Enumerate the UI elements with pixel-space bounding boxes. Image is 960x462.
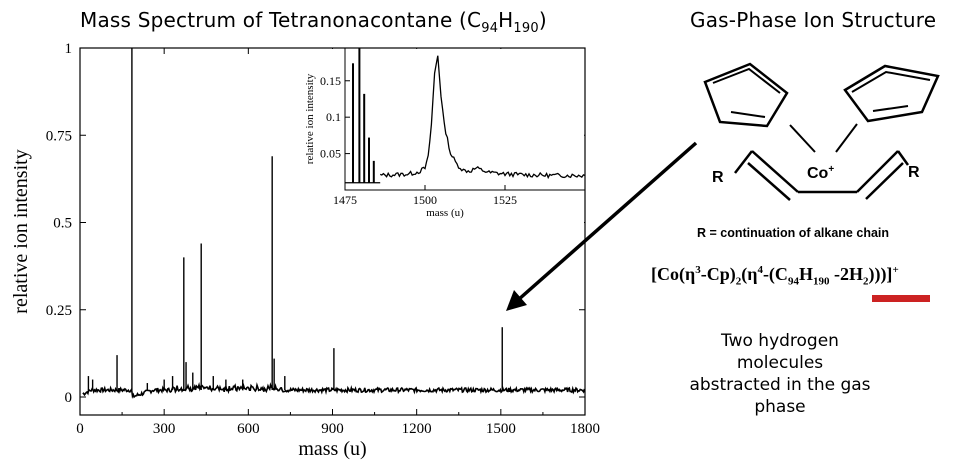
inset-y-axis-label: relative ion intensity: [304, 73, 316, 164]
main-y-tick-label: 0.25: [46, 303, 72, 319]
main-x-tick-label: 1200: [402, 421, 432, 437]
cp-ring-left: [703, 62, 789, 128]
main-x-axis-label: mass (u): [298, 438, 366, 460]
main-y-tick-label: 0: [65, 390, 73, 406]
caption-line-1: Two hydrogen molecules: [721, 331, 839, 373]
co-cp-bond-right: [835, 123, 858, 153]
main-x-tick-label: 1800: [570, 421, 600, 437]
caption-line-2: abstracted in the gas: [689, 375, 871, 395]
inset-x-tick-label: 1525: [493, 193, 517, 207]
chart-title: Mass Spectrum of Tetranonacontane (C94H1…: [80, 8, 547, 36]
cp-ring-right: [843, 64, 940, 123]
inset-x-tick-label: 1500: [413, 193, 437, 207]
inset-profile-trace: [379, 55, 586, 180]
diene-chain: [734, 150, 910, 201]
co-cp-bond-left: [789, 124, 816, 153]
pointer-arrow: [506, 141, 698, 311]
inset-x-tick-label: 1475: [333, 193, 357, 207]
main-peaks: [87, 48, 503, 391]
r-group-left: R: [712, 169, 724, 186]
main-x-tick-label: 0: [76, 421, 84, 437]
main-y-tick-label: 0.75: [46, 128, 72, 144]
main-spectrum-chart: 0 300 600 900 1200 1500 1800 0 0.25 0.5 0.75 1 mass…: [10, 41, 600, 460]
main-axis-ticks: 0 300 600 900 1200 1500 1800 0 0.25 0.5 0.75 1: [46, 41, 600, 437]
main-x-tick-label: 900: [321, 421, 344, 437]
caption: Two hydrogen molecules abstracted in the…: [680, 330, 880, 418]
inset-y-tick-label: 0.05: [320, 147, 341, 161]
ion-structure-diagram: Co+ R R R = continuation of alkane chain: [697, 62, 940, 240]
cobalt-label: Co+: [807, 164, 834, 182]
r-group-right: R: [908, 164, 920, 181]
main-x-tick-label: 300: [153, 421, 176, 437]
inset-x-axis-label: mass (u): [426, 207, 464, 219]
main-y-tick-label: 0.5: [53, 216, 72, 232]
inset-axis-ticks: 1475 1500 1525 0.05 0.1 0.15: [320, 74, 517, 207]
caption-line-3: phase: [754, 397, 806, 417]
highlight-bar: [872, 295, 930, 302]
main-x-tick-label: 1500: [486, 421, 516, 437]
r-group-definition: R = continuation of alkane chain: [697, 226, 889, 240]
main-x-tick-label: 600: [237, 421, 260, 437]
inset-y-tick-label: 0.15: [320, 74, 341, 88]
inset-spectrum-chart: 1475 1500 1525 0.05 0.1 0.15 mass (u) relativ…: [285, 47, 586, 235]
inset-y-tick-label: 0.1: [326, 110, 341, 124]
ion-formula: [Co(η3-Cp)2(η4-(C94H190 -2H2)))]+: [651, 264, 899, 288]
structure-title: Gas-Phase Ion Structure: [690, 8, 937, 32]
inset-plot-frame: [344, 47, 586, 191]
main-y-axis-label: relative ion intensity: [10, 149, 32, 313]
main-y-tick-label: 1: [65, 41, 73, 57]
inset-bars: [345, 48, 381, 184]
